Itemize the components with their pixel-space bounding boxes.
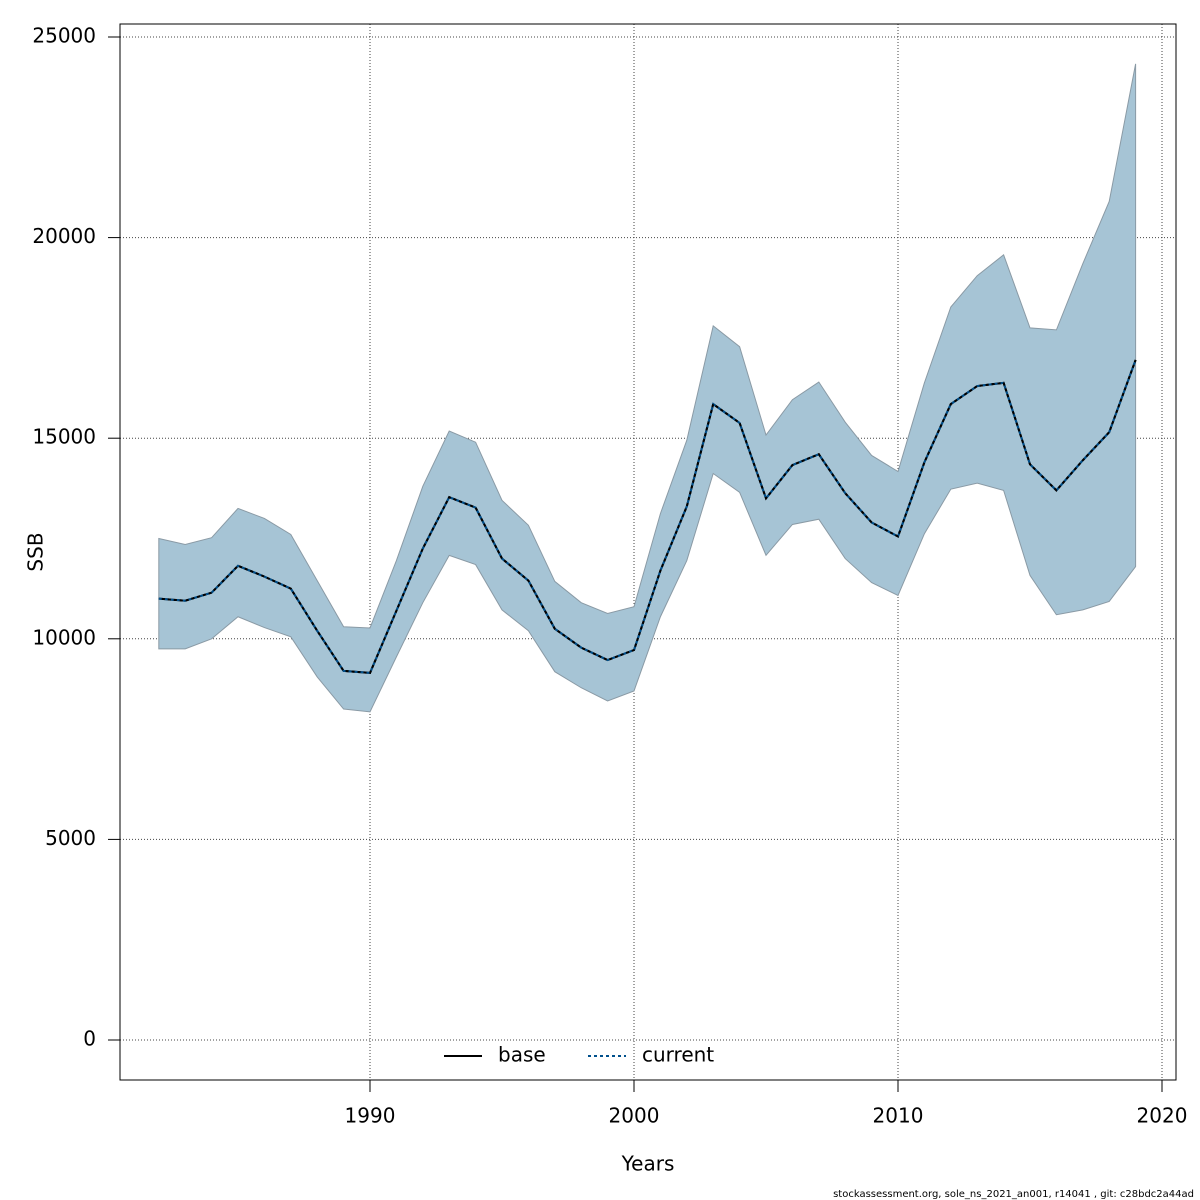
y-tick-label: 15000 [32,425,96,449]
legend-label: current [642,1043,714,1067]
plot-frame [119,23,1177,1081]
x-tick-label: 1990 [345,1104,396,1128]
x-tick-label: 2000 [609,1104,660,1128]
x-axis-label: Years [621,1152,675,1176]
y-tick-label: 0 [83,1027,96,1051]
y-tick-label: 25000 [32,23,96,47]
footer: stockassessment.org, sole_ns_2021_an001,… [833,1189,1194,1200]
legend-label: base [498,1043,546,1067]
x-tick-label: 2010 [873,1104,924,1128]
confidence-band [158,63,1137,713]
x-tick-label: 2020 [1137,1104,1188,1128]
y-axis-label: SSB [24,532,48,571]
y-tick-label: 20000 [32,224,96,248]
series-line-overlay [158,359,1137,674]
y-tick-label: 10000 [32,625,96,649]
series-line [158,359,1137,674]
y-tick-label: 5000 [45,826,96,850]
